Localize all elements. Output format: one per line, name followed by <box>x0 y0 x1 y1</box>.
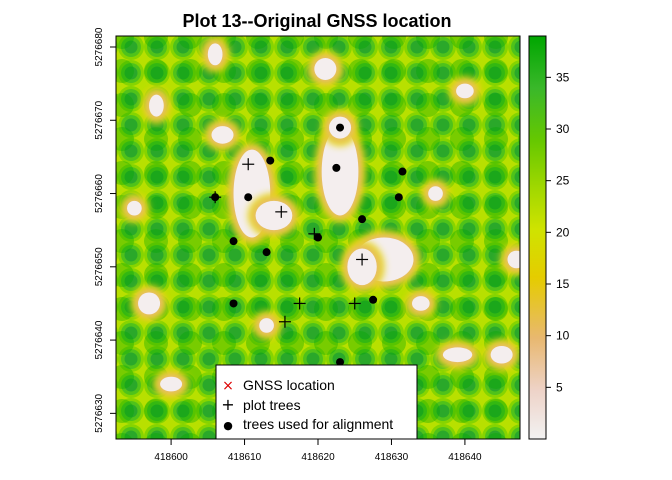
legend: × GNSS location + plot trees ● trees use… <box>215 364 418 440</box>
legend-item-plot-trees: + plot trees <box>221 395 300 414</box>
x-tick-label: 418620 <box>301 452 335 463</box>
plot-tree-marker <box>348 297 361 310</box>
alignment-tree-marker <box>244 193 253 202</box>
y-tick-label: 5276660 <box>94 174 105 213</box>
colorbar-tick-label: 5 <box>556 380 563 394</box>
canopy-gap-core <box>347 248 377 286</box>
canopy-gap-core <box>442 347 473 363</box>
alignment-tree-marker <box>358 215 367 224</box>
plot-tree-marker <box>242 158 255 171</box>
y-tick-label: 5276670 <box>94 100 105 139</box>
legend-box <box>215 364 418 440</box>
canopy-gap-core <box>127 200 142 216</box>
canopy-gap <box>483 338 520 371</box>
alignment-tree-marker <box>229 299 238 308</box>
canopy-gap <box>314 120 366 223</box>
canopy-gap <box>500 243 520 276</box>
canopy-gap <box>340 241 384 293</box>
canopy-gap <box>200 36 230 73</box>
y-tick-label: 5276640 <box>94 320 105 359</box>
tree-markers <box>209 123 407 367</box>
alignment-tree-marker <box>266 156 275 165</box>
canopy-gap-core <box>412 296 430 311</box>
alignment-tree-marker <box>336 123 345 132</box>
canopy-gap-core <box>211 126 234 144</box>
colorbar-tick-label: 25 <box>556 174 570 188</box>
canopy-gap <box>435 340 480 370</box>
canopy-gap-core <box>321 127 359 216</box>
canopy-gap-core <box>428 186 443 201</box>
canopy-gap-core <box>255 200 293 231</box>
canopy-gap <box>252 311 281 340</box>
canopy-gap <box>248 193 300 238</box>
plot-area <box>116 36 520 439</box>
colorbar-gradient <box>528 35 547 440</box>
colorbar-tick-label: 20 <box>556 225 570 239</box>
canopy-gap <box>405 289 437 318</box>
legend-gnss-marker: × <box>222 378 234 394</box>
x-tick-label: 418640 <box>448 452 482 463</box>
plot-tree-marker <box>275 205 288 218</box>
canopy-gap-core <box>259 318 274 333</box>
alignment-tree-marker <box>336 358 345 367</box>
canopy-gap <box>204 119 241 151</box>
alignment-tree-marker <box>262 248 271 257</box>
x-tick-label: 418600 <box>154 452 188 463</box>
colorbar: 5 10 15 20 25 30 35 <box>528 35 570 440</box>
canopy-gap <box>307 50 344 87</box>
y-tick-label: 5276650 <box>94 247 105 286</box>
canopy-gap-core <box>456 83 474 99</box>
x-tick-label: 418630 <box>375 452 409 463</box>
legend-plot-trees-label: plot trees <box>243 397 301 413</box>
y-tick-label: 5276680 <box>94 27 105 66</box>
x-axis: 418600 418610 418620 418630 418640 <box>154 438 482 463</box>
legend-plot-trees-marker: + <box>221 395 234 414</box>
legend-item-gnss: × GNSS location <box>222 377 335 394</box>
y-tick-label: 5276630 <box>94 393 105 432</box>
canopy-gap <box>421 179 450 208</box>
canopy-gap-core <box>138 292 161 315</box>
canopy-gap <box>142 87 171 124</box>
canopy-gap-core <box>149 94 164 117</box>
alignment-tree-marker <box>229 237 238 246</box>
colorbar-tick-label: 35 <box>556 70 570 84</box>
legend-alignment-marker: ● <box>223 419 233 432</box>
alignment-tree-marker <box>369 295 378 304</box>
x-tick-label: 418610 <box>228 452 262 463</box>
alignment-tree-marker <box>394 193 403 202</box>
colorbar-tick-label: 10 <box>556 329 570 343</box>
canopy-gap <box>449 76 481 106</box>
alignment-tree-marker <box>398 167 407 176</box>
canopy-gap-core <box>207 43 223 66</box>
legend-alignment-label: trees used for alignment <box>243 416 393 432</box>
colorbar-tick-label: 30 <box>556 122 570 136</box>
canopy-gap-core <box>314 57 337 80</box>
canopy-gap-core <box>160 376 183 392</box>
alignment-tree-marker <box>332 163 341 172</box>
legend-item-alignment-trees: ● trees used for alignment <box>223 416 393 432</box>
alignment-tree-marker <box>211 193 220 202</box>
plot-tree-marker <box>278 315 291 328</box>
canopy-gap <box>153 369 190 399</box>
alignment-tree-marker <box>314 233 322 242</box>
legend-gnss-label: GNSS location <box>243 377 335 393</box>
chart-title: Plot 13--Original GNSS location <box>182 11 451 31</box>
plot-tree-marker <box>293 297 306 310</box>
y-axis: 5276630 5276640 5276650 5276660 5276670 52766… <box>94 27 117 433</box>
plot-tree-marker <box>356 253 369 266</box>
colorbar-tick-label: 15 <box>556 277 570 291</box>
canopy-gap-core <box>507 250 520 269</box>
canopy-gap-core <box>490 345 513 364</box>
canopy-gap <box>131 285 168 322</box>
canopy-gap <box>120 193 149 223</box>
